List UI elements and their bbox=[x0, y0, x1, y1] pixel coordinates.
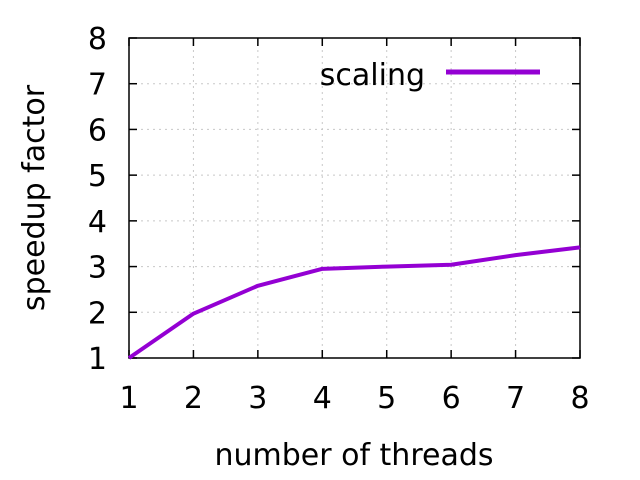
series-layer bbox=[127, 245, 581, 360]
y-tick-labels: 1 2 3 4 5 6 7 8 bbox=[88, 22, 107, 377]
y-tick-label: 5 bbox=[88, 159, 107, 194]
x-tick-label: 5 bbox=[377, 381, 396, 416]
x-tick-label: 6 bbox=[442, 381, 461, 416]
x-tick-label: 7 bbox=[506, 381, 525, 416]
x-tick-label: 2 bbox=[184, 381, 203, 416]
y-tick-label: 4 bbox=[88, 205, 107, 240]
y-tick-label: 7 bbox=[88, 68, 107, 103]
y-tick-label: 8 bbox=[88, 22, 107, 57]
y-axis-title: speedup factor bbox=[17, 84, 52, 311]
x-tick-labels: 1 2 3 4 5 6 7 8 bbox=[119, 381, 589, 416]
x-axis-title: number of threads bbox=[214, 438, 493, 473]
y-tick-label: 6 bbox=[88, 113, 107, 148]
x-tick-label: 4 bbox=[313, 381, 332, 416]
series-line-scaling bbox=[127, 245, 581, 360]
legend: scaling bbox=[320, 58, 540, 93]
y-tick-label: 2 bbox=[88, 296, 107, 331]
x-tick-label: 8 bbox=[570, 381, 589, 416]
legend-label-scaling: scaling bbox=[320, 58, 425, 93]
x-tick-label: 3 bbox=[248, 381, 267, 416]
plot-frame bbox=[128, 37, 581, 359]
x-tick-label: 1 bbox=[119, 381, 138, 416]
y-tick-label: 3 bbox=[88, 251, 107, 286]
y-tick-label: 1 bbox=[88, 342, 107, 377]
